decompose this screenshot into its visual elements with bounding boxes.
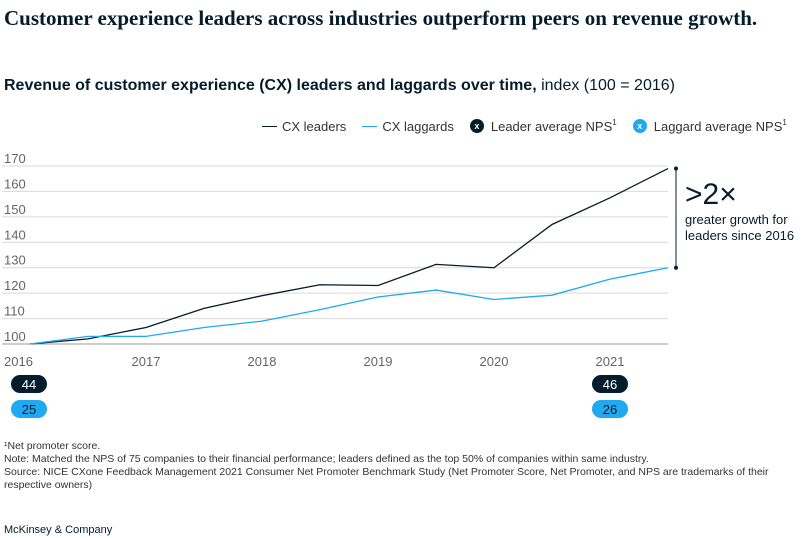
legend-label-laggard-nps: Laggard average NPS1 bbox=[654, 118, 787, 134]
legend-label-leader-nps: Leader average NPS1 bbox=[491, 118, 617, 134]
page-title: Customer experience leaders across indus… bbox=[4, 6, 758, 30]
laggard-nps-swatch: x bbox=[632, 119, 647, 133]
footnote-note: Note: Matched the NPS of 75 companies to… bbox=[4, 453, 649, 465]
footnotes: ¹Net promoter score. Note: Matched the N… bbox=[4, 440, 794, 492]
laggard-nps-value: 25 bbox=[22, 402, 36, 417]
callout-figure: >2× bbox=[685, 178, 737, 211]
chart-subtitle: Revenue of customer experience (CX) lead… bbox=[4, 77, 675, 95]
leaders-line-swatch bbox=[262, 125, 277, 127]
legend-label-laggards: CX laggards bbox=[382, 118, 454, 134]
callout-line-2: leaders since 2016 bbox=[685, 228, 795, 243]
y-tick-label: 110 bbox=[4, 304, 25, 319]
y-tick-label: 160 bbox=[4, 176, 26, 191]
footnote-ref: 1 bbox=[782, 118, 787, 127]
y-tick-label: 150 bbox=[4, 202, 26, 217]
y-tick-label: 100 bbox=[4, 329, 26, 344]
laggard-nps-pill bbox=[592, 400, 628, 418]
leader-nps-value: 46 bbox=[603, 377, 617, 392]
legend-label-leaders: CX leaders bbox=[282, 118, 347, 134]
leader-nps-text: Leader average NPS bbox=[490, 119, 613, 134]
line-chart: 100 110 120 130 140 150 160 170 2016 2017 2018 2019… bbox=[2, 151, 678, 418]
y-tick-label: 140 bbox=[4, 227, 26, 242]
y-tick-label: 120 bbox=[4, 278, 26, 293]
x-tick-label: 2018 bbox=[248, 354, 277, 369]
bracket-dot-bottom bbox=[674, 265, 678, 270]
subtitle-bold: Revenue of customer experience (CX) lead… bbox=[4, 77, 537, 94]
brand-name: McKinsey & Company bbox=[4, 524, 113, 536]
legend-item-leaders: CX leaders bbox=[262, 119, 346, 134]
callout-line-1: greater growth for bbox=[685, 212, 788, 227]
growth-callout: >2× greater growth for leaders since 201… bbox=[685, 178, 794, 244]
x-tick-label: 2021 bbox=[596, 354, 625, 369]
leader-nps-pill bbox=[592, 375, 628, 393]
x-tick-label: 2017 bbox=[132, 354, 161, 369]
laggards-line bbox=[29, 267, 669, 345]
chart-legend: CX leaders CX laggards x Leader average … bbox=[262, 118, 787, 134]
leaders-line bbox=[29, 167, 669, 345]
y-tick-label: 130 bbox=[4, 253, 26, 268]
leader-nps-value: 44 bbox=[22, 377, 36, 392]
leader-nps-swatch: x bbox=[469, 119, 484, 133]
subtitle-rest: index (100 = 2016) bbox=[536, 77, 675, 94]
laggards-line-swatch bbox=[362, 125, 378, 127]
x-tick-label: 2016 bbox=[4, 354, 33, 369]
x-tick-label: 2019 bbox=[364, 354, 393, 369]
footnote-source: Source: NICE CXone Feedback Management 2… bbox=[4, 466, 769, 491]
x-tick-label: 2020 bbox=[480, 354, 509, 369]
bracket-dot-top bbox=[674, 166, 678, 171]
y-tick-label: 170 bbox=[4, 151, 26, 166]
laggard-nps-text: Laggard average NPS bbox=[653, 119, 783, 134]
laggard-nps-pill bbox=[11, 400, 47, 418]
footnote-ref: 1 bbox=[612, 118, 617, 127]
legend-item-laggards: CX laggards bbox=[362, 119, 454, 134]
footnote-nps: ¹Net promoter score. bbox=[4, 440, 101, 452]
laggard-nps-value: 26 bbox=[603, 402, 617, 417]
legend-item-laggard-nps: x Laggard average NPS1 bbox=[632, 118, 787, 134]
leader-nps-pill bbox=[11, 375, 47, 393]
legend-item-leader-nps: x Leader average NPS1 bbox=[469, 118, 617, 134]
